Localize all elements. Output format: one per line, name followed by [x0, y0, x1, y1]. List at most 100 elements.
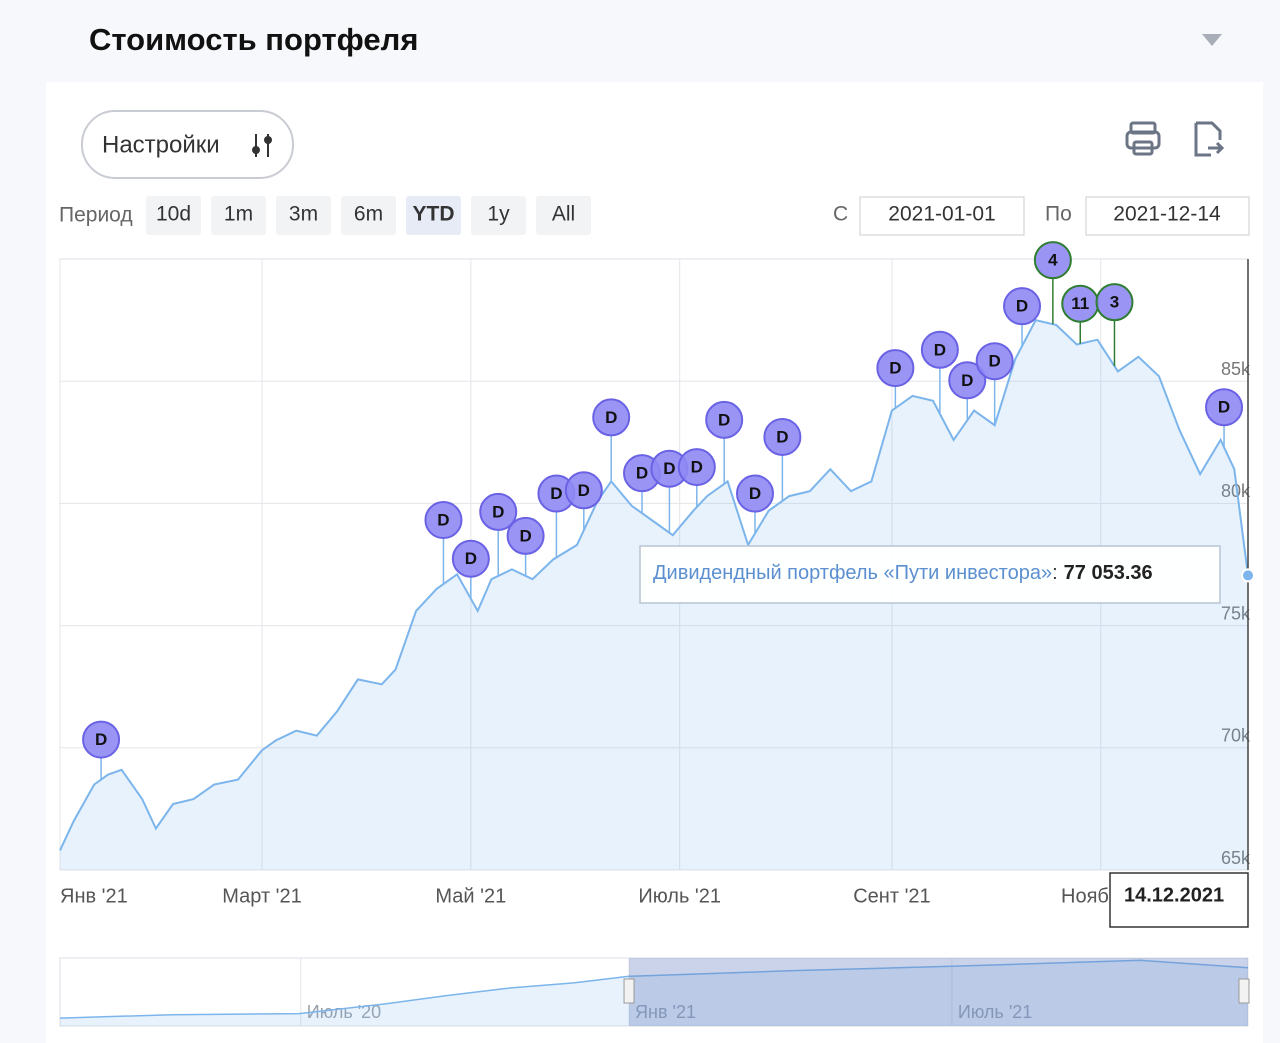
period-label: 1m	[224, 203, 253, 226]
flag[interactable]	[1095, 283, 1134, 322]
period-buttons: 10d 1m 3m 6m YTD 1y All	[146, 196, 591, 235]
chart: Янв '21 Март '21 Май '21 Июль '21 Сент '21 Но…	[59, 241, 1255, 1027]
from-label: С	[833, 203, 848, 226]
flag-label: D	[519, 526, 531, 545]
period-label: 6m	[354, 203, 383, 226]
flag[interactable]	[876, 349, 915, 388]
flag-label: 4	[1048, 251, 1058, 270]
page-title: Стоимость портфеля	[89, 22, 418, 57]
flag[interactable]	[677, 448, 716, 487]
flag-label: 11	[1071, 294, 1089, 313]
flag[interactable]	[763, 417, 802, 456]
flag[interactable]	[451, 539, 490, 578]
collapse-toggle[interactable]	[1202, 34, 1222, 46]
flag-label: D	[691, 458, 703, 477]
navigator-tick-label: Янв '21	[635, 1002, 696, 1022]
hover-point	[1241, 568, 1255, 583]
y-tick-label: 65k	[1221, 848, 1251, 868]
flag[interactable]	[920, 330, 959, 369]
navigator-area	[60, 960, 1248, 1026]
x-tick-label: Июль '21	[638, 885, 721, 907]
flag-label: D	[749, 484, 761, 503]
from-value: 2021-01-01	[888, 203, 995, 226]
flag[interactable]	[948, 361, 987, 400]
print-icon[interactable]	[1125, 121, 1161, 156]
tooltip-separator: :	[1052, 562, 1058, 584]
flag-label: D	[95, 730, 107, 749]
flag[interactable]	[735, 474, 774, 513]
tooltip	[639, 545, 1221, 604]
flag[interactable]	[975, 342, 1014, 381]
y-tick-label: 70k	[1221, 726, 1251, 746]
period-button[interactable]	[536, 196, 591, 235]
tooltip-series: Дивидендный портфель «Пути инвестора»	[653, 562, 1052, 584]
from-input[interactable]	[859, 196, 1025, 236]
x-tick-label: Март '21	[222, 885, 301, 907]
flag[interactable]	[424, 501, 463, 540]
tooltip-value: 77 053.36	[1064, 562, 1153, 584]
period-button[interactable]	[211, 196, 266, 235]
flag[interactable]	[1205, 388, 1244, 427]
x-tick-label: Сент '21	[853, 885, 930, 907]
flag-label: D	[989, 352, 1001, 371]
tooltip-text: Дивидендный портфель «Пути инвестора»: 77…	[653, 562, 1153, 584]
flag-label: D	[718, 410, 730, 429]
flag-label: D	[578, 481, 590, 500]
flag-label: D	[961, 371, 973, 390]
navigator-line	[59, 959, 1249, 1019]
flag-label: D	[889, 359, 901, 378]
flag[interactable]	[705, 400, 744, 439]
flag[interactable]	[592, 398, 631, 437]
flag[interactable]	[82, 720, 121, 759]
period-button[interactable]	[146, 196, 201, 235]
flag-label: D	[1016, 297, 1028, 316]
y-tick-label: 80k	[1221, 481, 1251, 501]
period-label: 10d	[156, 203, 191, 226]
y-tick-label: 75k	[1221, 603, 1251, 623]
settings-icon	[252, 134, 272, 157]
period-button[interactable]	[276, 196, 331, 235]
period-label: 3m	[289, 203, 318, 226]
y-tick-label: 85k	[1221, 359, 1251, 379]
settings-button[interactable]: Настройки	[81, 110, 294, 179]
date-label-text: 14.12.2021	[1124, 884, 1224, 906]
flag-label: D	[550, 484, 562, 503]
period-button[interactable]	[471, 196, 526, 235]
flag-label: 3	[1110, 293, 1119, 312]
x-tick-label: Янв '21	[60, 885, 128, 907]
period-button[interactable]	[406, 196, 461, 235]
to-label: По	[1045, 203, 1072, 226]
navigator-handle[interactable]	[1238, 978, 1250, 1004]
flag[interactable]	[506, 516, 545, 555]
export-icon[interactable]	[1194, 121, 1225, 157]
flag[interactable]	[479, 492, 518, 531]
period-button[interactable]	[341, 196, 396, 235]
navigator-selection	[629, 958, 1248, 1026]
settings-frame	[81, 110, 294, 179]
flag-label: D	[934, 340, 946, 359]
navigator-handle[interactable]	[623, 978, 635, 1004]
flag[interactable]	[1033, 241, 1072, 280]
date-label	[1109, 872, 1249, 928]
flag[interactable]	[564, 471, 603, 510]
flag-label: D	[465, 549, 477, 568]
flag-label: D	[1218, 398, 1230, 417]
flag-label: D	[605, 408, 617, 427]
flag-label: D	[437, 511, 449, 530]
period-label: All	[552, 203, 575, 226]
settings-label: Настройки	[102, 131, 220, 158]
flag[interactable]	[1003, 287, 1042, 326]
flag-label: D	[776, 427, 788, 446]
navigator-tick-label: Июль '21	[958, 1002, 1032, 1022]
period-label: Период	[59, 204, 133, 227]
flag-label: D	[492, 502, 504, 521]
flag-label: D	[636, 464, 648, 483]
period-label: YTD	[413, 203, 455, 226]
to-input[interactable]	[1085, 196, 1250, 236]
to-value: 2021-12-14	[1113, 203, 1221, 226]
flag-label: D	[663, 459, 675, 478]
x-tick-label: Май '21	[435, 885, 506, 907]
period-label: 1y	[487, 203, 510, 226]
